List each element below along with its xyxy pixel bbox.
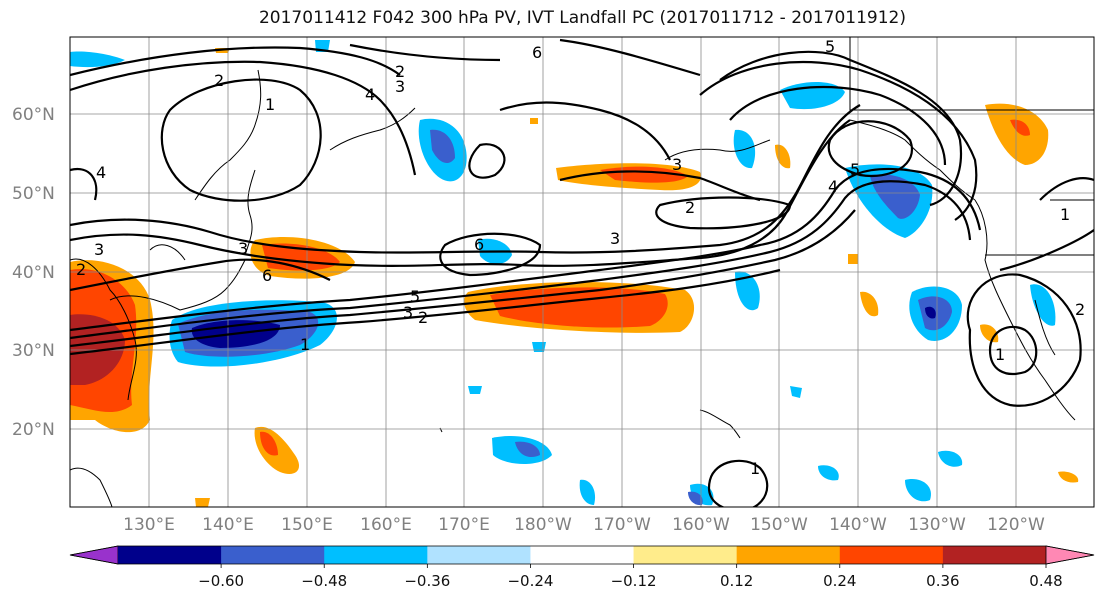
lon-label: 150°W — [750, 515, 808, 535]
colorbar-segment — [530, 546, 635, 564]
colorbar-outline — [69, 545, 1095, 565]
colorbar-arrow-left — [69, 545, 119, 565]
colorbar-segment — [633, 546, 738, 564]
colorbar-tick-label: −0.60 — [198, 572, 244, 590]
colorbar-segment — [221, 546, 325, 564]
colorbar-tick-label: 0.12 — [720, 572, 753, 590]
contour-label: 2 — [214, 71, 224, 90]
contour-label: 6 — [474, 235, 484, 254]
contour-label: 3 — [403, 303, 413, 322]
colorbar-segment — [839, 546, 944, 564]
lat-labels: 60°N 50°N 40°N 30°N 20°N — [12, 105, 55, 440]
contour-label: 1 — [995, 345, 1005, 364]
contour-label: 2 — [685, 198, 695, 217]
colorbar: −0.60 −0.48 −0.36 −0.24 −0.12 0.12 0.24 0.36 0.4… — [69, 545, 1095, 590]
lat-label: 20°N — [12, 420, 55, 440]
lon-label: 130°W — [908, 515, 966, 535]
contour-label: 2 — [1075, 300, 1085, 319]
contour-label: 2 — [418, 308, 428, 327]
lat-label: 30°N — [12, 341, 55, 361]
colorbar-segment — [118, 546, 222, 564]
colorbar-tick-label: −0.12 — [611, 572, 657, 590]
contour-label: 4 — [96, 163, 106, 182]
lon-label: 170°E — [438, 515, 490, 535]
contour-label: 4 — [828, 177, 838, 196]
map-title: 2017011412 F042 300 hPa PV, IVT Landfall… — [258, 8, 906, 28]
colorbar-segment — [736, 546, 841, 564]
lon-label: 180°W — [514, 515, 572, 535]
contour-label-group: 2 6 5 1 4 3 2 3 4 2 3 6 2 5 4 6 5 3 2 1 … — [76, 37, 1085, 478]
colorbar-segment — [324, 546, 428, 564]
contour-label: 4 — [365, 85, 375, 104]
colorbar-arrow-right — [1045, 545, 1095, 565]
contour-label: 3 — [672, 155, 682, 174]
lon-label: 130°E — [123, 515, 175, 535]
colorbar-tick-label: −0.24 — [507, 572, 553, 590]
colorbar-tick-label: −0.36 — [404, 572, 450, 590]
contour-label: 2 — [76, 260, 86, 279]
lat-label: 60°N — [12, 105, 55, 125]
contour-label: 6 — [262, 266, 272, 285]
lat-label: 40°N — [12, 263, 55, 283]
lat-label: 50°N — [12, 184, 55, 204]
colorbar-tick-label: 0.36 — [926, 572, 959, 590]
contour-label: 3 — [610, 229, 620, 248]
lon-label: 150°E — [281, 515, 333, 535]
contour-label: 5 — [850, 160, 860, 179]
graticule — [70, 37, 1094, 507]
lon-labels: 130°E 140°E 150°E 160°E 170°E 180°W 170°… — [123, 515, 1045, 535]
contour-label: 6 — [532, 43, 542, 62]
contour-label: 2 — [395, 62, 405, 81]
colorbar-tick-label: 0.48 — [1029, 572, 1062, 590]
lon-label: 160°E — [360, 515, 412, 535]
lon-label: 140°W — [829, 515, 887, 535]
colorbar-tick-label: −0.48 — [301, 572, 347, 590]
contour-label: 1 — [750, 459, 760, 478]
map-frame — [69, 36, 1095, 508]
lon-label: 140°E — [202, 515, 254, 535]
contour-label: 1 — [1060, 205, 1070, 224]
contour-label: 1 — [300, 335, 310, 354]
lon-label: 160°W — [672, 515, 730, 535]
contour-label: 3 — [238, 239, 248, 258]
colorbar-tick-label: 0.24 — [823, 572, 856, 590]
coastlines — [70, 37, 1094, 507]
contour-label: 5 — [410, 287, 420, 306]
colorbar-segment — [942, 546, 1047, 564]
contour-label: 5 — [825, 37, 835, 56]
lon-label: 120°W — [987, 515, 1045, 535]
contour-label: 3 — [94, 240, 104, 259]
colorbar-segment — [427, 546, 531, 564]
lon-label: 170°W — [593, 515, 651, 535]
contour-label: 1 — [265, 95, 275, 114]
contour-label: 3 — [395, 77, 405, 96]
pv-contours — [70, 38, 1094, 507]
